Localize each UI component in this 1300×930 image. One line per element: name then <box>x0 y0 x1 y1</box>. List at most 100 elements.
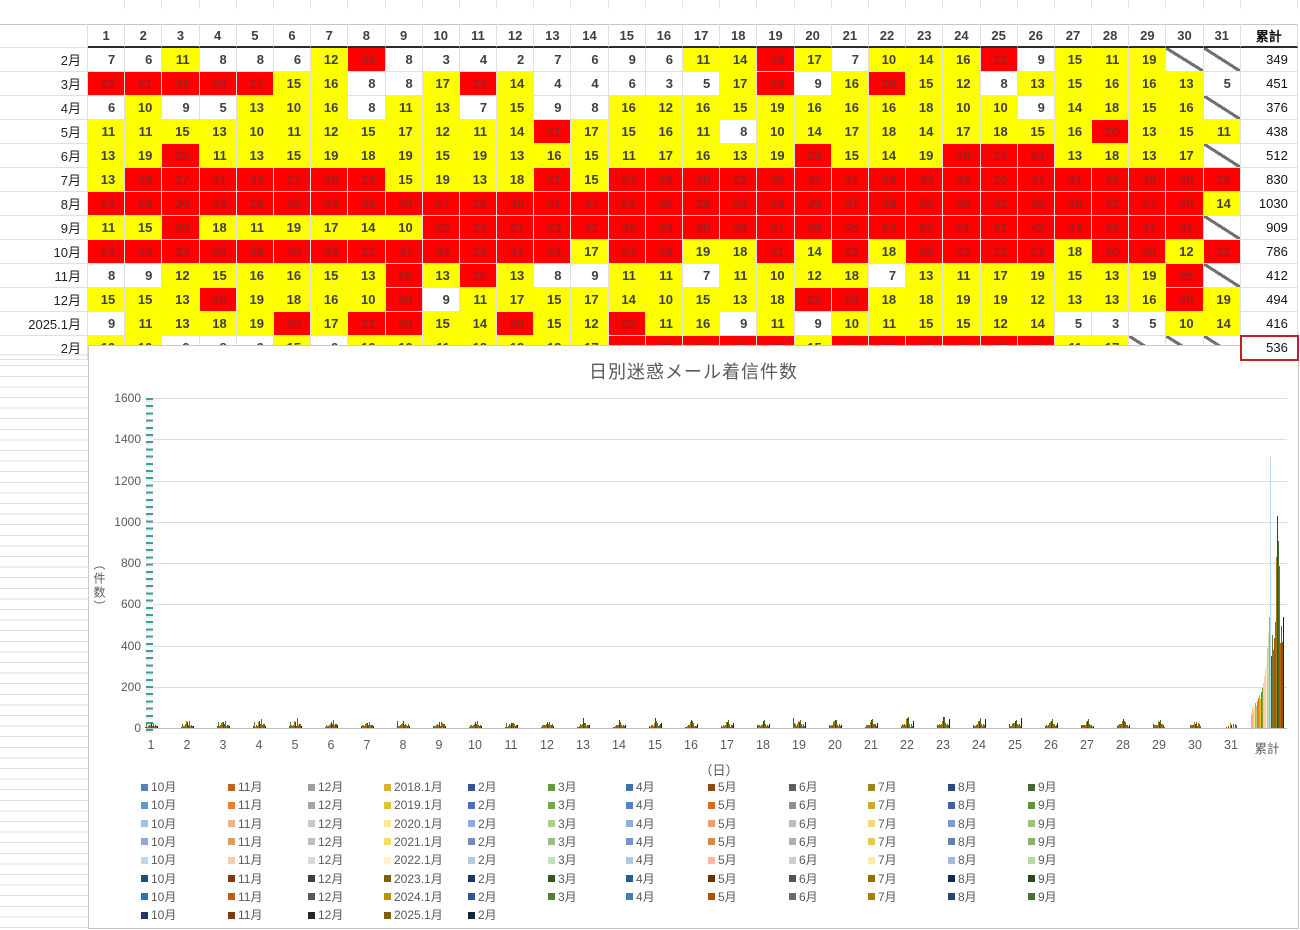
day-cell[interactable]: 11 <box>162 48 200 72</box>
day-cell[interactable]: 20 <box>868 72 907 96</box>
day-header[interactable]: 28 <box>1092 24 1130 48</box>
month-label[interactable]: 2月 <box>0 48 88 72</box>
day-cell[interactable]: 11 <box>645 312 683 336</box>
day-cell[interactable]: 26 <box>906 240 944 264</box>
day-cell[interactable]: 31 <box>162 72 200 96</box>
day-cell[interactable]: 17 <box>571 240 609 264</box>
day-cell[interactable]: 34 <box>422 240 460 264</box>
day-cell[interactable]: 19 <box>757 96 795 120</box>
day-cell[interactable]: 24 <box>980 144 1018 168</box>
day-cell[interactable]: 7 <box>88 48 126 72</box>
day-cell[interactable]: 48 <box>236 240 274 264</box>
day-cell[interactable]: 16 <box>534 144 572 168</box>
day-cell[interactable]: 27 <box>162 168 200 192</box>
day-cell[interactable]: 19 <box>236 312 274 336</box>
day-cell[interactable]: 51 <box>608 192 646 216</box>
monthly-total-cell[interactable]: 909 <box>1240 216 1298 240</box>
month-label[interactable]: 12月 <box>0 288 88 312</box>
day-cell[interactable]: 12 <box>311 48 349 72</box>
day-cell[interactable]: 14 <box>497 120 535 144</box>
day-cell[interactable]: 11 <box>868 312 907 336</box>
day-cell[interactable]: 23 <box>757 72 795 96</box>
day-cell[interactable]: 21 <box>757 240 795 264</box>
day-cell[interactable]: 17 <box>311 216 349 240</box>
day-cell[interactable]: 33 <box>236 168 274 192</box>
day-cell[interactable]: 6 <box>571 48 609 72</box>
day-cell[interactable]: 13 <box>720 144 758 168</box>
day-cell[interactable]: 25 <box>1166 264 1204 288</box>
monthly-total-cell[interactable]: 412 <box>1240 264 1298 288</box>
day-cell[interactable]: 14 <box>906 48 944 72</box>
day-cell[interactable]: 15 <box>1054 264 1093 288</box>
day-cell[interactable]: 40 <box>273 240 312 264</box>
day-header[interactable]: 9 <box>385 24 423 48</box>
day-cell[interactable]: 3 <box>1092 312 1130 336</box>
day-cell[interactable]: 30 <box>1092 240 1130 264</box>
day-cell[interactable]: 16 <box>943 48 981 72</box>
day-cell[interactable]: 15 <box>385 168 423 192</box>
day-cell[interactable]: 12 <box>162 264 200 288</box>
day-cell[interactable]: 31 <box>1166 216 1204 240</box>
day-cell[interactable]: 26 <box>1203 168 1241 192</box>
day-cell[interactable]: 33 <box>1092 168 1130 192</box>
day-cell[interactable]: 14 <box>794 120 832 144</box>
day-cell[interactable]: 21 <box>1017 240 1055 264</box>
day-cell[interactable]: 11 <box>88 216 126 240</box>
day-cell[interactable]: 32 <box>608 216 646 240</box>
day-cell[interactable] <box>1203 216 1241 240</box>
day-cell[interactable]: 13 <box>459 168 498 192</box>
day-cell[interactable]: 8 <box>88 264 126 288</box>
day-cell[interactable]: 16 <box>868 96 907 120</box>
day-cell[interactable]: 10 <box>943 96 981 120</box>
day-cell[interactable]: 20 <box>497 312 535 336</box>
day-cell[interactable]: 19 <box>236 288 274 312</box>
day-header[interactable]: 4 <box>199 24 237 48</box>
day-cell[interactable]: 9 <box>162 96 200 120</box>
day-cell[interactable]: 40 <box>683 216 721 240</box>
day-cell[interactable]: 5 <box>1203 72 1241 96</box>
day-header[interactable]: 24 <box>943 24 981 48</box>
day-cell[interactable]: 31 <box>831 168 869 192</box>
day-cell[interactable]: 14 <box>720 48 758 72</box>
day-cell[interactable]: 15 <box>88 288 126 312</box>
day-cell[interactable] <box>1203 96 1241 120</box>
day-cell[interactable]: 15 <box>720 96 758 120</box>
day-cell[interactable]: 18 <box>868 120 907 144</box>
day-cell[interactable]: 14 <box>1054 96 1093 120</box>
day-cell[interactable]: 31 <box>385 240 423 264</box>
day-cell[interactable]: 10 <box>348 288 386 312</box>
day-cell[interactable]: 33 <box>645 216 683 240</box>
day-cell[interactable]: 42 <box>1017 216 1055 240</box>
day-cell[interactable]: 12 <box>422 120 460 144</box>
monthly-total-cell[interactable]: 376 <box>1240 96 1298 120</box>
day-cell[interactable]: 8 <box>385 72 423 96</box>
day-cell[interactable]: 13 <box>199 120 237 144</box>
day-cell[interactable]: 20 <box>459 264 498 288</box>
day-cell[interactable]: 11 <box>720 264 758 288</box>
day-cell[interactable]: 9 <box>571 264 609 288</box>
day-cell[interactable]: 16 <box>683 96 721 120</box>
day-cell[interactable]: 9 <box>125 264 163 288</box>
month-label[interactable]: 9月 <box>0 216 88 240</box>
day-cell[interactable]: 9 <box>720 312 758 336</box>
day-cell[interactable]: 16 <box>831 72 869 96</box>
day-cell[interactable]: 28 <box>125 192 163 216</box>
day-cell[interactable]: 17 <box>980 264 1018 288</box>
day-cell[interactable]: 13 <box>236 144 274 168</box>
monthly-total-cell[interactable]: 494 <box>1240 288 1298 312</box>
day-cell[interactable]: 16 <box>683 144 721 168</box>
day-cell[interactable]: 15 <box>311 264 349 288</box>
day-cell[interactable]: 19 <box>311 144 349 168</box>
day-cell[interactable]: 33 <box>906 168 944 192</box>
day-header[interactable]: 26 <box>1017 24 1055 48</box>
day-cell[interactable]: 32 <box>980 192 1018 216</box>
day-cell[interactable]: 8 <box>720 120 758 144</box>
day-cell[interactable]: 19 <box>1129 264 1167 288</box>
day-header[interactable]: 8 <box>348 24 386 48</box>
day-cell[interactable]: 9 <box>88 312 126 336</box>
day-cell[interactable]: 15 <box>199 264 237 288</box>
day-header[interactable]: 1 <box>88 24 126 48</box>
day-header[interactable]: 7 <box>311 24 349 48</box>
day-cell[interactable]: 13 <box>1129 120 1167 144</box>
day-header[interactable]: 29 <box>1129 24 1167 48</box>
